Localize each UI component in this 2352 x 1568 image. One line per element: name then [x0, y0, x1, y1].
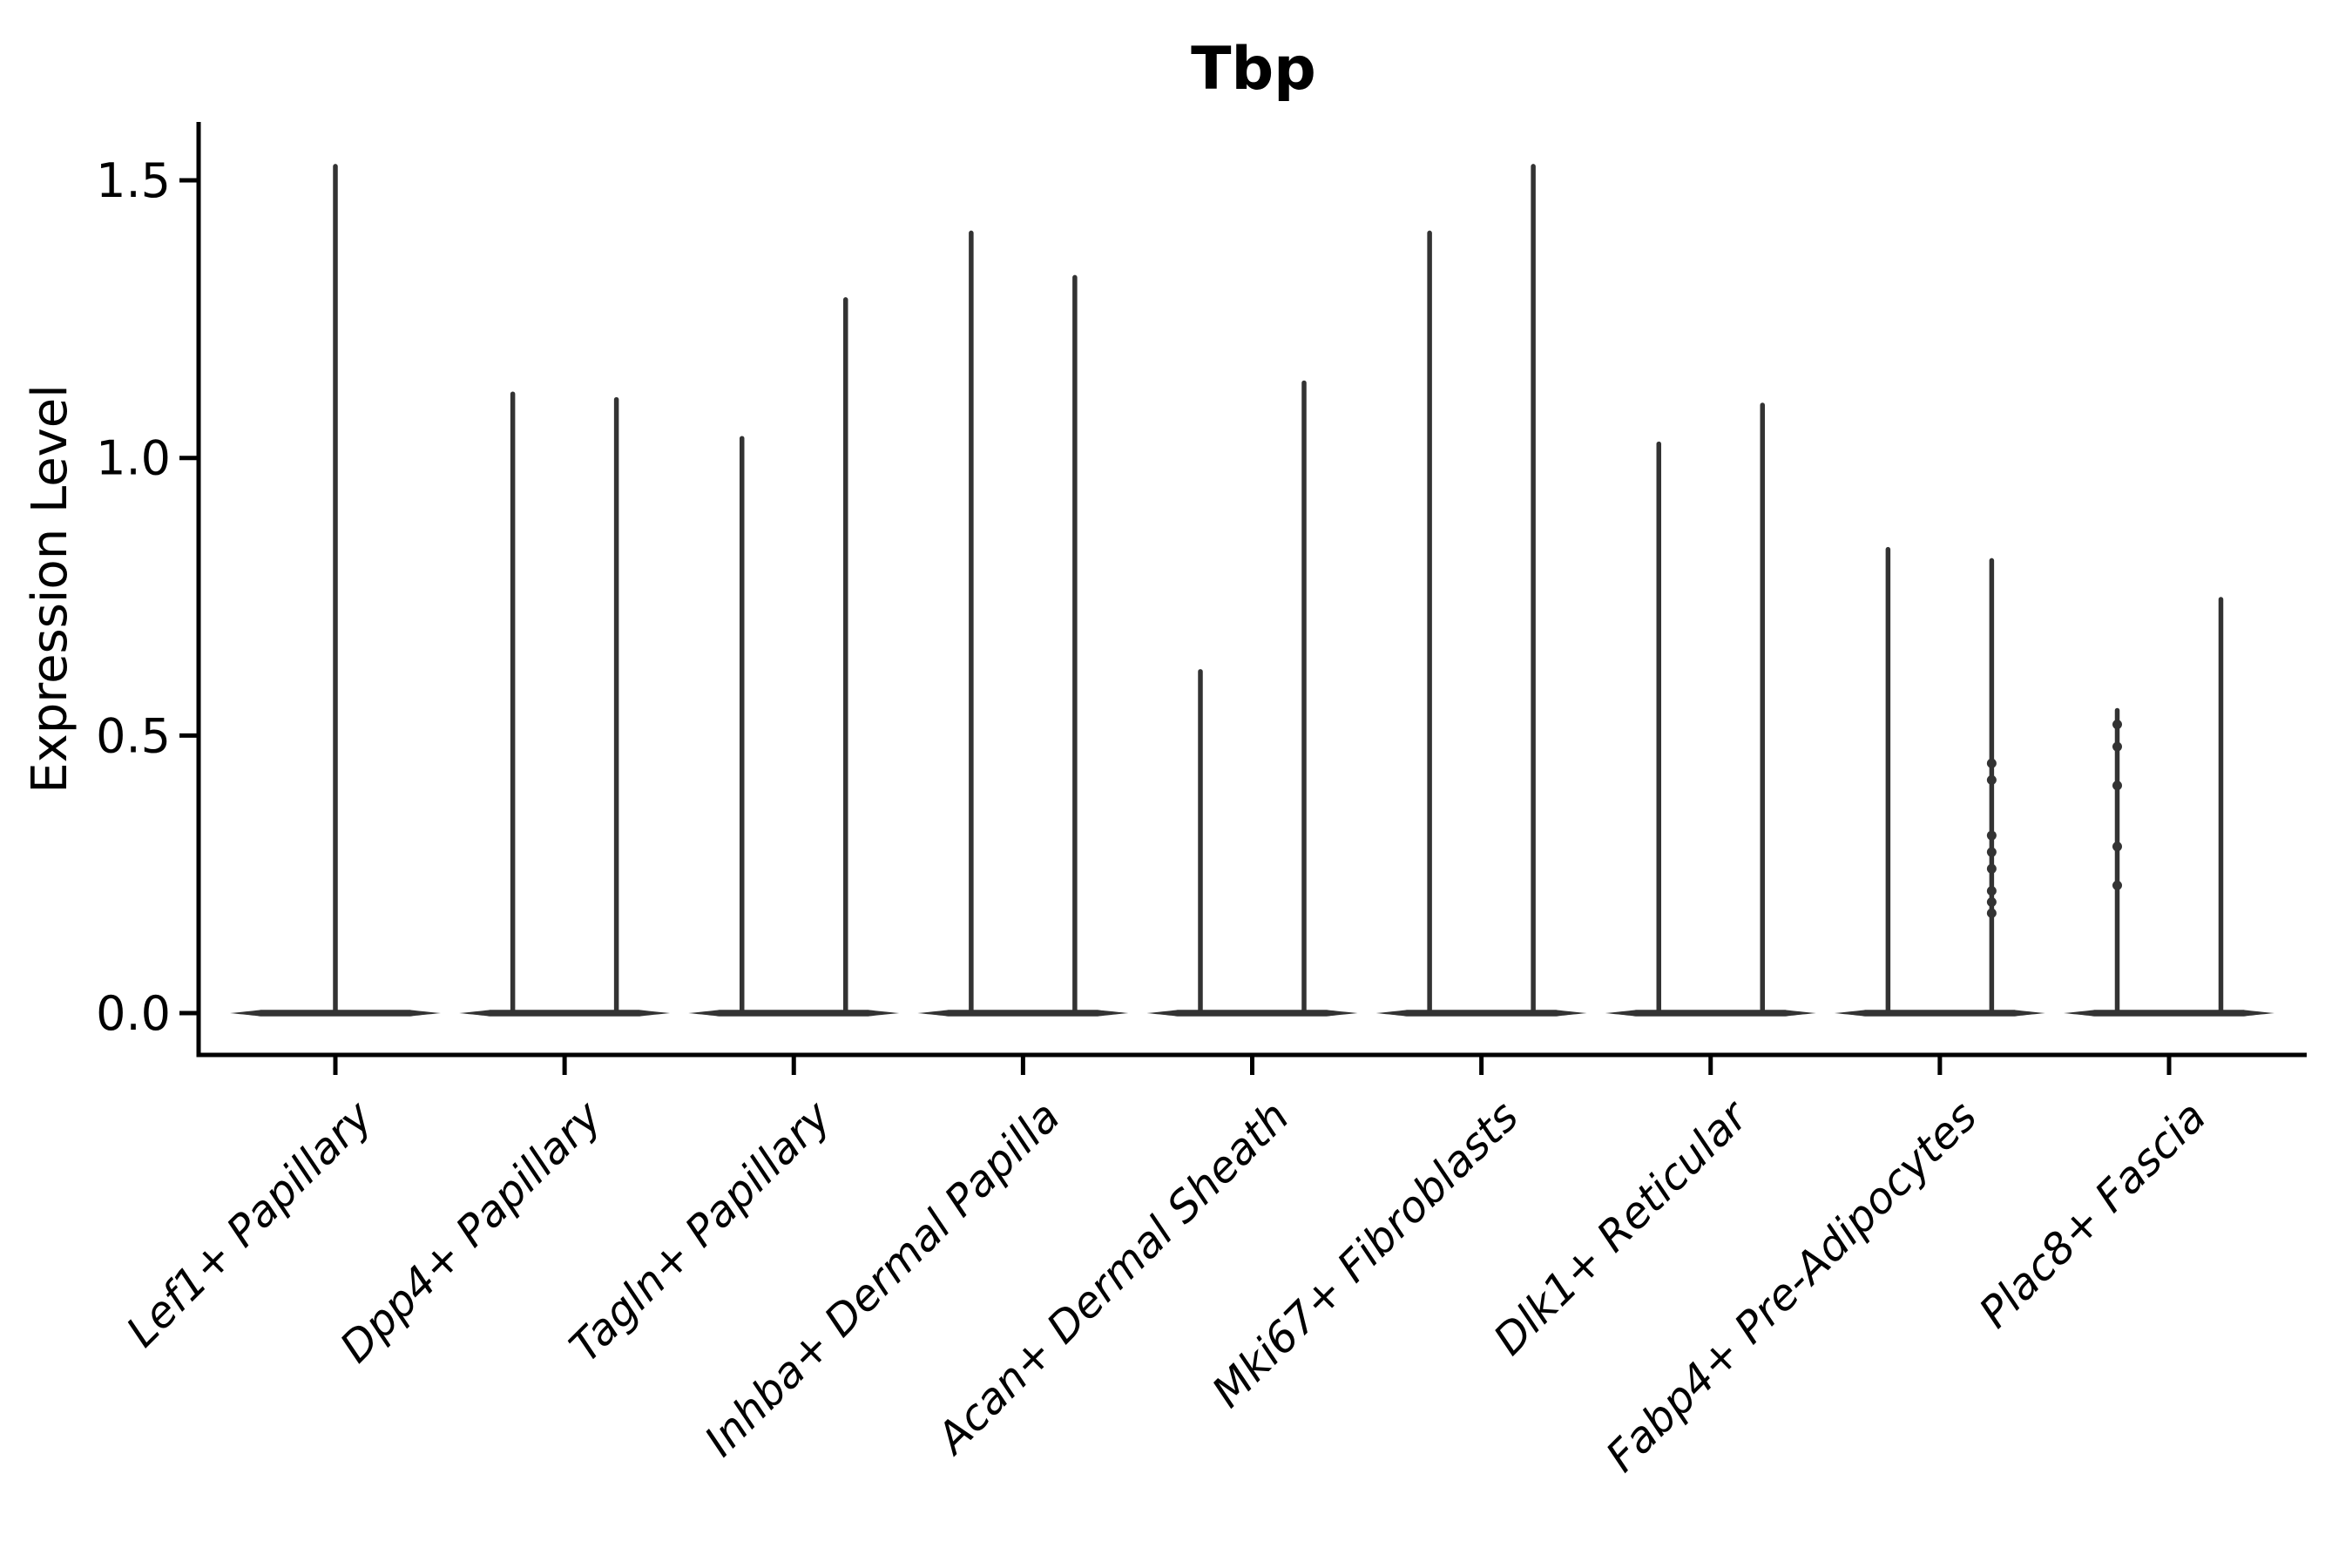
x-tick-label: Plac8+ Fascia — [1970, 1092, 2215, 1337]
violin-category-5 — [1375, 164, 1587, 1017]
x-tick-label: Fabp4+ Pre-Adipocytes — [1597, 1092, 1987, 1482]
expression-point — [1986, 847, 1997, 857]
y-axis-label: Expression Level — [22, 384, 78, 794]
y-tick-label: 0.0 — [96, 986, 171, 1041]
violin-base — [1146, 1010, 1358, 1017]
violin-category-6 — [1605, 402, 1816, 1017]
violin-base — [1375, 1010, 1587, 1017]
x-tick-label: Lef1+ Papillary — [117, 1091, 382, 1356]
violin-base — [459, 1010, 671, 1017]
violins-layer — [230, 164, 2274, 1017]
expression-point — [1986, 830, 1997, 841]
expression-point — [1986, 908, 1997, 918]
violin-category-1 — [459, 391, 671, 1017]
violin-category-3 — [917, 230, 1129, 1017]
violin-category-2 — [688, 297, 900, 1017]
violin-category-8 — [2064, 597, 2274, 1017]
expression-point — [1986, 758, 1997, 768]
y-tick-label: 1.5 — [96, 153, 171, 208]
violin-base — [1834, 1010, 2045, 1017]
y-tick-label: 1.0 — [96, 431, 171, 486]
expression-point — [2112, 880, 2122, 890]
expression-point — [1986, 774, 1997, 785]
violin-base — [230, 1010, 441, 1017]
expression-point — [2112, 720, 2122, 730]
violin-category-4 — [1146, 380, 1358, 1017]
expression-point — [1986, 886, 1997, 896]
x-tick-label: Dlk1+ Reticular — [1484, 1090, 1759, 1364]
expression-point — [1986, 863, 1997, 874]
expression-point — [2112, 741, 2122, 752]
violin-base — [1605, 1010, 1816, 1017]
violin-base — [917, 1010, 1129, 1017]
chart-title: Tbp — [1191, 35, 1316, 104]
expression-point — [2112, 841, 2122, 852]
expression-point — [1986, 897, 1997, 908]
y-tick-label: 0.5 — [96, 708, 171, 763]
expression-point — [2112, 781, 2122, 791]
violin-category-7 — [1834, 546, 2045, 1017]
violin-base — [2064, 1010, 2274, 1017]
violin-base — [688, 1010, 900, 1017]
violin-category-0 — [230, 164, 441, 1017]
